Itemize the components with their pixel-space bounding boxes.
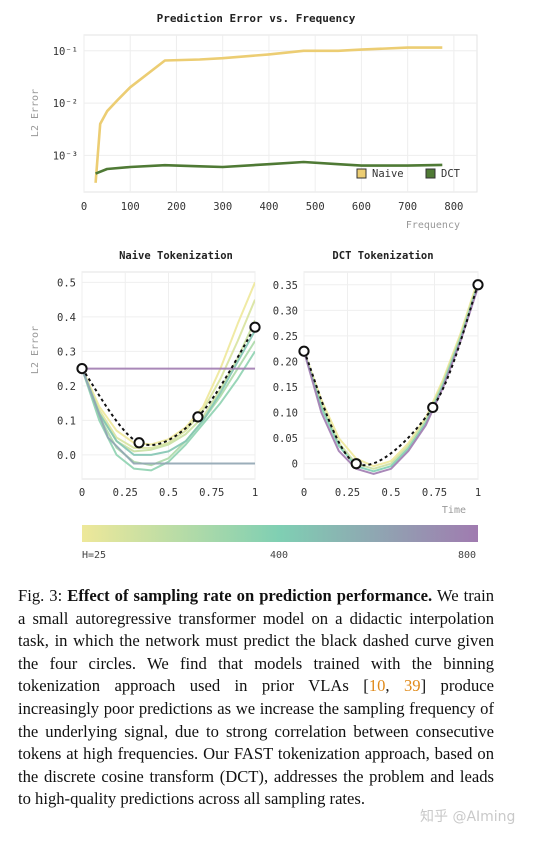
naive-prediction-line bbox=[82, 282, 255, 446]
citation-10[interactable]: 10 bbox=[368, 676, 386, 696]
top-xtick-label: 200 bbox=[167, 201, 186, 213]
citation-39[interactable]: 39 bbox=[404, 676, 421, 696]
naive-chart: Naive Tokenization 0 0.25 0.5 0.75 1 0.0 0.1 0… bbox=[30, 250, 261, 499]
naive-prediction-line bbox=[82, 299, 255, 449]
caption-bold: Effect of sampling rate on prediction pe… bbox=[67, 586, 433, 605]
figure: Prediction Error vs. Frequency 0 100 200 30… bbox=[30, 12, 484, 561]
naive-chart-title: Naive Tokenization bbox=[119, 250, 233, 262]
colorbar: H=25 400 800 bbox=[82, 525, 478, 561]
dct-ytick-label: 0 bbox=[292, 459, 298, 471]
naive-target-point bbox=[133, 437, 145, 449]
dct-target-point bbox=[298, 345, 310, 357]
naive-target-point bbox=[192, 411, 204, 423]
colorbar-label-mid: 400 bbox=[270, 550, 288, 561]
figure-caption: Fig. 3: Effect of sampling rate on predi… bbox=[18, 585, 494, 811]
colorbar-gradient bbox=[82, 525, 478, 542]
top-chart-legend: Naive DCT bbox=[356, 168, 461, 180]
naive-ytick-label: 0.0 bbox=[57, 450, 76, 462]
dct-xtick-label: 0.75 bbox=[422, 487, 447, 499]
top-ytick-label: 10⁻¹ bbox=[53, 46, 78, 58]
caption-text-1: We train a small autoregressive transfor… bbox=[18, 586, 494, 696]
dct-xtick-label: 0 bbox=[301, 487, 307, 499]
dct-chart-xlabel: Time bbox=[442, 505, 466, 516]
naive-ytick-label: 0.1 bbox=[57, 415, 76, 427]
top-chart: Prediction Error vs. Frequency 0 100 200 30… bbox=[30, 12, 478, 231]
top-ytick-label: 10⁻³ bbox=[53, 150, 78, 162]
top-xtick-label: 100 bbox=[121, 201, 140, 213]
naive-ytick-label: 0.4 bbox=[57, 312, 76, 324]
dct-target-curve bbox=[303, 284, 479, 467]
dct-ytick-label: 0.35 bbox=[273, 280, 298, 292]
dct-xtick-label: 1 bbox=[475, 487, 481, 499]
naive-xtick-label: 0 bbox=[79, 487, 85, 499]
naive-xtick-label: 0.75 bbox=[199, 487, 224, 499]
dct-ytick-label: 0.15 bbox=[273, 382, 298, 394]
dct-xtick-label: 0.25 bbox=[335, 487, 360, 499]
naive-ytick-label: 0.5 bbox=[57, 277, 76, 289]
dct-target-point bbox=[427, 401, 439, 414]
legend-dct-swatch bbox=[425, 168, 436, 179]
top-xtick-label: 700 bbox=[398, 201, 417, 213]
naive-target-curve bbox=[81, 326, 256, 446]
colorbar-label-max: 800 bbox=[458, 550, 476, 561]
dct-chart-title: DCT Tokenization bbox=[332, 250, 433, 262]
naive-prediction-line bbox=[82, 368, 255, 465]
top-xtick-label: 400 bbox=[259, 201, 278, 213]
dct-series-line bbox=[95, 160, 443, 175]
caption-sep: , bbox=[385, 676, 404, 696]
watermark: 知乎 @AIming bbox=[420, 809, 516, 825]
caption-label: Fig. 3: bbox=[18, 586, 68, 605]
top-chart-ylabel: L2 Error bbox=[30, 89, 41, 137]
top-chart-plot-area bbox=[83, 34, 478, 193]
top-xtick-label: 0 bbox=[81, 201, 87, 213]
dct-chart: DCT Tokenization 0 0.25 0.5 0.75 1 0 0.05 0.10… bbox=[273, 250, 484, 516]
naive-ytick-label: 0.2 bbox=[57, 381, 76, 393]
legend-naive-label: Naive bbox=[372, 168, 404, 180]
colorbar-label-min: H=25 bbox=[82, 550, 106, 561]
naive-target-point bbox=[249, 321, 261, 333]
naive-ytick-label: 0.3 bbox=[57, 346, 76, 358]
naive-prediction-line bbox=[82, 350, 255, 472]
naive-series-line bbox=[94, 46, 443, 183]
caption-text-2: ] produce increasingly poor predictions … bbox=[18, 676, 494, 809]
naive-prediction-line bbox=[82, 330, 255, 456]
dct-ytick-label: 0.05 bbox=[273, 433, 298, 445]
naive-xtick-label: 1 bbox=[252, 487, 258, 499]
naive-prediction-line bbox=[82, 340, 255, 467]
top-xtick-label: 600 bbox=[352, 201, 371, 213]
naive-chart-ylabel: L2 Error bbox=[30, 326, 41, 374]
naive-xtick-label: 0.5 bbox=[159, 487, 178, 499]
top-ytick-label: 10⁻² bbox=[53, 98, 78, 110]
top-xtick-label: 300 bbox=[213, 201, 232, 213]
top-xtick-label: 800 bbox=[444, 201, 463, 213]
top-xtick-label: 500 bbox=[306, 201, 325, 213]
top-chart-title: Prediction Error vs. Frequency bbox=[157, 12, 356, 25]
legend-dct-label: DCT bbox=[441, 168, 461, 180]
top-chart-xlabel: Frequency bbox=[406, 220, 460, 231]
dct-xtick-label: 0.5 bbox=[382, 487, 401, 499]
legend-naive-swatch bbox=[356, 168, 367, 179]
dct-ytick-label: 0.20 bbox=[273, 356, 298, 368]
naive-target-point bbox=[76, 363, 88, 375]
dct-target-point bbox=[350, 458, 362, 470]
dct-ytick-label: 0.10 bbox=[273, 408, 298, 420]
dct-target-point bbox=[472, 279, 484, 291]
naive-xtick-label: 0.25 bbox=[113, 487, 138, 499]
dct-ytick-label: 0.30 bbox=[273, 305, 298, 317]
dct-ytick-label: 0.25 bbox=[273, 331, 298, 343]
